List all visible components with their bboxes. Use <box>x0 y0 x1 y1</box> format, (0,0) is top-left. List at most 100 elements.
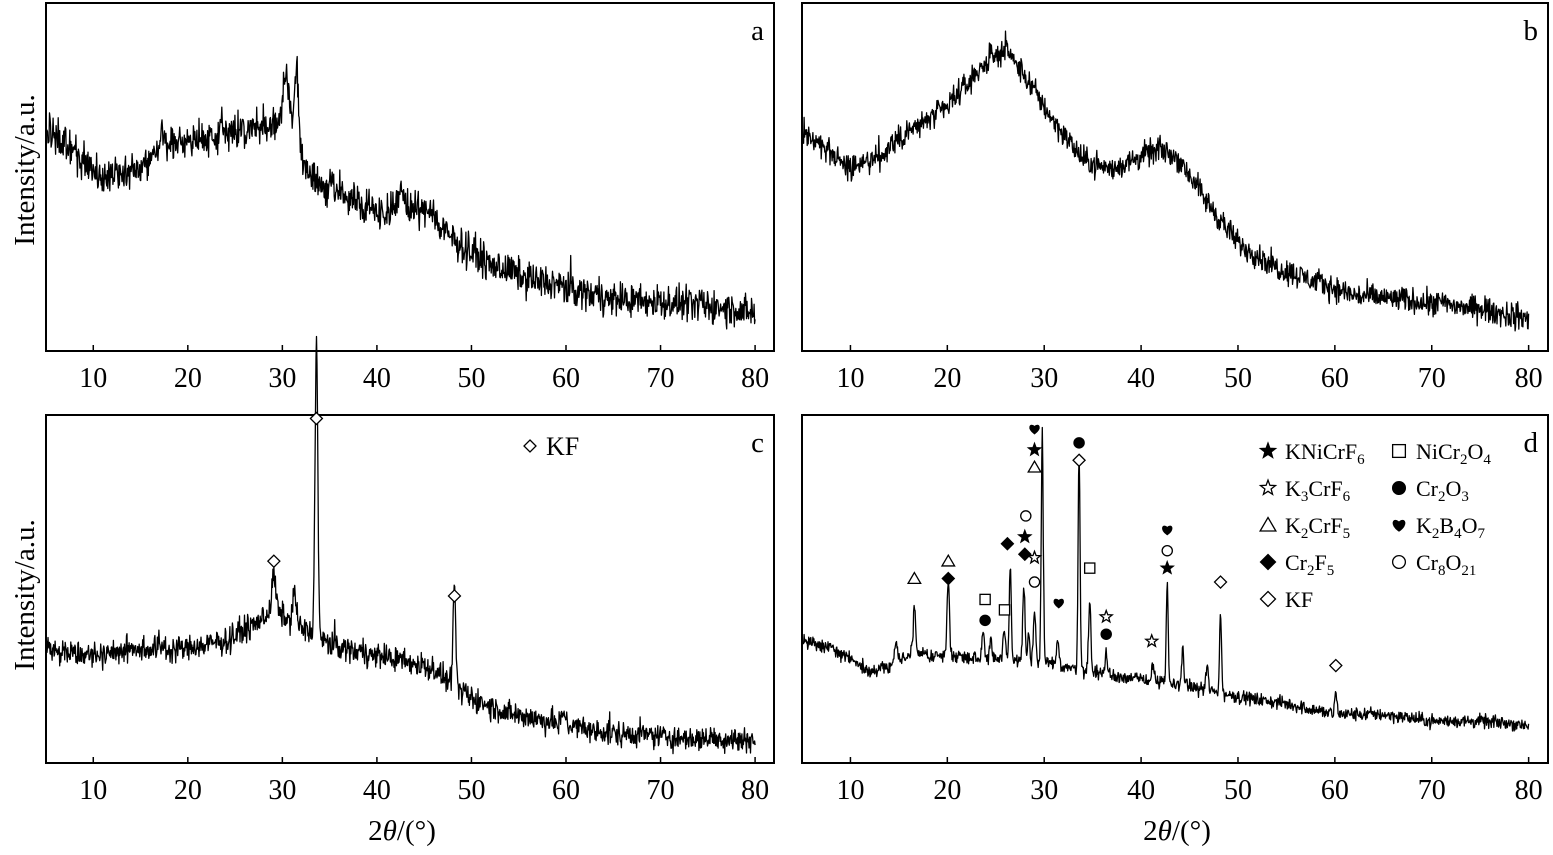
peak-marker-heart-filled <box>1162 525 1173 536</box>
x-tick-label: 60 <box>552 775 580 806</box>
panel-b: 10 20 30 40 50 60 70 80 b <box>801 2 1549 394</box>
x-tick-label: 60 <box>552 363 580 394</box>
x-tick-label: 30 <box>268 363 296 394</box>
x-tick-label: 40 <box>363 363 391 394</box>
peak-marker-circle-open <box>1020 510 1032 522</box>
peak-marker-triangle-open <box>940 553 956 567</box>
x-tick-label: 50 <box>457 775 485 806</box>
legend-label: Cr2O3 <box>1416 476 1469 505</box>
legend-symbol-heart-filled <box>1392 519 1406 532</box>
peak-marker-diamond-open <box>266 554 281 569</box>
x-tick-label: 80 <box>1515 775 1543 806</box>
panel-c: 10 20 30 40 50 60 70 80 c KF <box>45 335 775 806</box>
peak-marker-diamond-open <box>1072 453 1087 468</box>
x-tick-label: 10 <box>836 363 864 394</box>
x-tick-label: 40 <box>1127 775 1155 806</box>
legend-label: Cr2F5 <box>1285 550 1334 579</box>
x-tick-label: 80 <box>1515 363 1543 394</box>
peak-marker-square-open <box>998 604 1011 616</box>
peak-marker-heart-filled <box>1029 424 1040 435</box>
peak-marker-star-filled <box>1026 441 1043 457</box>
legend-symbol-square-open <box>1391 443 1407 459</box>
xrd-pattern-line <box>45 335 756 755</box>
x-tick-label: 50 <box>1224 363 1252 394</box>
peak-marker-diamond-open <box>309 411 324 426</box>
panel-letter: c <box>751 427 764 459</box>
legend-symbol-circle-open <box>1391 554 1407 570</box>
x-tick-label: 20 <box>933 775 961 806</box>
peak-marker-star-open <box>1026 549 1043 565</box>
plot-frame <box>801 2 1549 352</box>
x-tick-label: 30 <box>268 775 296 806</box>
legend-symbol-diamond-open <box>523 439 537 453</box>
peak-marker-diamond-open <box>1328 658 1343 673</box>
peak-marker-circle-filled <box>1100 628 1112 640</box>
xrd-pattern-line <box>801 426 1530 732</box>
legend-symbol-circle-filled <box>1391 480 1407 496</box>
xrd-pattern-line <box>45 55 756 330</box>
x-tick-label: 80 <box>741 363 769 394</box>
x-tick-label: 40 <box>363 775 391 806</box>
x-tick-label: 70 <box>647 363 675 394</box>
legend-label: KF <box>546 432 579 461</box>
panel-letter: a <box>751 15 764 47</box>
peak-marker-triangle-open <box>906 571 922 585</box>
peak-marker-star-open <box>1098 608 1114 624</box>
legend-symbol-star-filled <box>1258 441 1278 459</box>
legend-label: KNiCrF6 <box>1285 439 1365 468</box>
peak-marker-star-filled <box>1016 528 1033 544</box>
peak-marker-diamond-open <box>447 589 462 603</box>
legend-label: K3CrF6 <box>1285 476 1351 505</box>
legend-label: K2CrF5 <box>1285 513 1350 542</box>
peak-marker-diamond-open <box>1213 575 1228 589</box>
panel-d: 10 20 30 40 50 60 70 80 d KNiCrF6 K3CrF6 K2CrF5 Cr2F… <box>801 414 1549 806</box>
x-tick-label: 70 <box>1418 775 1446 806</box>
peak-marker-circle-open <box>1161 544 1173 557</box>
peak-marker-heart-filled <box>1053 598 1064 609</box>
x-tick-label: 30 <box>1030 775 1058 806</box>
x-tick-label: 20 <box>174 363 202 394</box>
peak-marker-triangle-open <box>1027 459 1042 473</box>
legend-label: Cr8O21 <box>1416 550 1476 579</box>
panel-a: 10 20 30 40 50 60 70 80 a <box>45 2 775 394</box>
peak-marker-square-open <box>1083 562 1096 574</box>
panel-letter: d <box>1524 427 1539 459</box>
legend-symbol-triangle-open <box>1258 516 1278 532</box>
x-tick-label: 70 <box>647 775 675 806</box>
y-axis-label-bottom: Intensity/a.u. <box>9 519 41 670</box>
x-tick-label: 70 <box>1418 363 1446 394</box>
plot-frame <box>45 2 775 352</box>
plot-frame <box>45 414 775 764</box>
x-tick-label: 60 <box>1321 775 1349 806</box>
legend-label: K2B4O7 <box>1416 513 1485 542</box>
peak-marker-square-open <box>979 593 991 606</box>
legend-label: KF <box>1285 587 1313 612</box>
x-tick-label: 10 <box>79 775 107 806</box>
peak-marker-star-filled <box>1159 559 1175 575</box>
peak-marker-diamond-filled <box>941 571 956 586</box>
x-tick-label: 20 <box>933 363 961 394</box>
y-axis-label-top: Intensity/a.u. <box>9 94 41 245</box>
peak-marker-circle-filled <box>1073 437 1085 449</box>
x-axis-label-left: 2θ/(°) <box>368 815 436 847</box>
x-tick-label: 50 <box>457 363 485 394</box>
x-tick-label: 60 <box>1321 363 1349 394</box>
legend-label: NiCr2O4 <box>1416 439 1491 468</box>
panel-letter: b <box>1524 15 1539 47</box>
plot-frame <box>801 414 1549 764</box>
x-tick-label: 50 <box>1224 775 1252 806</box>
x-axis-label-right: 2θ/(°) <box>1143 815 1211 847</box>
x-tick-label: 10 <box>79 363 107 394</box>
peak-marker-star-open <box>1144 633 1160 648</box>
peak-marker-circle-open <box>1028 576 1041 588</box>
legend-symbol-diamond-open <box>1259 590 1277 608</box>
x-tick-label: 10 <box>836 775 864 806</box>
peak-marker-circle-filled <box>979 614 991 627</box>
x-tick-label: 40 <box>1127 363 1155 394</box>
legend-symbol-star-open <box>1258 478 1278 496</box>
peak-marker-diamond-filled <box>1017 547 1032 562</box>
x-tick-label: 30 <box>1030 363 1058 394</box>
x-tick-label: 80 <box>741 775 769 806</box>
xrd-pattern-line <box>801 30 1530 332</box>
legend-symbol-diamond-filled <box>1259 553 1277 571</box>
